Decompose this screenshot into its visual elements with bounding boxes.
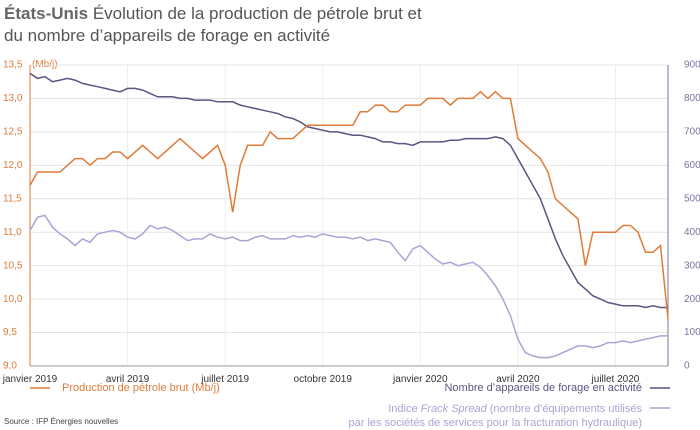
title-line2: du nombre d’appareils de forage en activ… xyxy=(4,26,331,45)
y-tick-label: 13,5 xyxy=(3,60,23,71)
y2-tick-label: 0 xyxy=(684,361,690,372)
title-bold: États-Unis xyxy=(4,4,89,23)
y2-tick-label: 600 xyxy=(684,160,700,171)
x-tick-label: octobre 2019 xyxy=(293,374,352,385)
legend-label: Indice Frack Spread (nombre d’équipement… xyxy=(349,402,642,430)
y2-tick-label: 200 xyxy=(684,294,700,305)
source: Source : IFP Énergies nouvelles xyxy=(4,417,119,426)
y2-tick-label: 300 xyxy=(684,260,700,271)
y-tick-label: 11,5 xyxy=(3,193,22,204)
y-tick-label: 10,5 xyxy=(3,260,23,271)
x-tick-label: avril 2020 xyxy=(496,374,540,385)
y-tick-label: 12,5 xyxy=(3,127,23,138)
legend-text: Indice xyxy=(388,403,421,415)
y2-tick-label: 900 xyxy=(684,60,700,71)
x-tick-label: avril 2019 xyxy=(105,374,150,385)
legend-label: Nombre d’appareils de forage en activité xyxy=(444,382,642,394)
title-text: Évolution de la production de pétrole br… xyxy=(92,4,422,23)
legend-label: Production de pétrole brut (Mb/j) xyxy=(62,382,220,394)
y2-tick-label: 400 xyxy=(684,227,700,238)
x-tick-label: juillet 2019 xyxy=(201,374,250,385)
x-tick-label: janvier 2019 xyxy=(2,374,58,385)
y2-tick-label: 100 xyxy=(684,327,700,338)
y-tick-label: 9,5 xyxy=(3,327,17,338)
y-tick-label: 12,0 xyxy=(3,160,23,171)
x-tick-label: janvier 2020 xyxy=(393,374,448,385)
legend-text: par les sociétés de services pour la fra… xyxy=(348,417,642,429)
y2-tick-label: 700 xyxy=(684,127,700,138)
y-tick-label: 10,0 xyxy=(3,294,23,305)
series-line xyxy=(29,214,668,359)
legend-text: (nombre d’équipements utilisés xyxy=(486,403,642,415)
series-line xyxy=(29,72,668,309)
series-line xyxy=(29,90,669,320)
y-tick-label: 11,0 xyxy=(3,227,22,238)
title: États-Unis Évolution de la production de… xyxy=(4,3,422,47)
y2-tick-label: 800 xyxy=(684,93,700,104)
legend-text: Frack Spread xyxy=(420,403,487,415)
y2-tick-label: 500 xyxy=(684,193,700,204)
y-tick-label: 13,0 xyxy=(3,93,23,104)
y-tick-label: 9,0 xyxy=(3,361,17,372)
x-tick-label: juillet 2020 xyxy=(591,374,640,385)
